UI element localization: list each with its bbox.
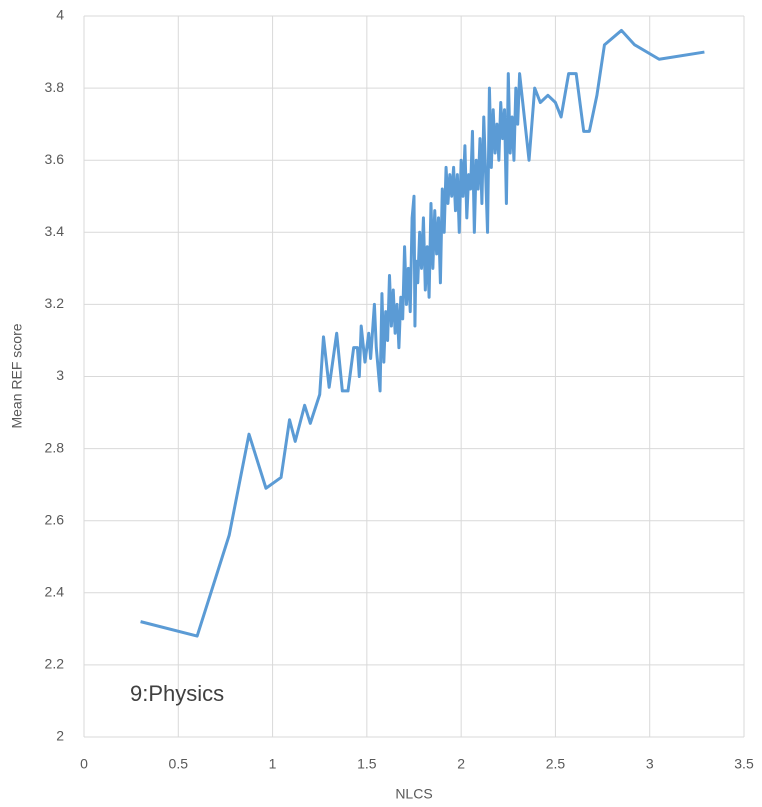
y-tick-label: 3.2	[45, 295, 65, 311]
plot-area	[140, 28, 705, 638]
y-tick-label: 3	[56, 367, 64, 383]
y-axis-title: Mean REF score	[9, 323, 25, 428]
y-tick-label: 2.2	[45, 656, 65, 672]
y-tick-label: 2.6	[45, 511, 65, 527]
y-tick-label: 3.8	[45, 79, 65, 95]
x-tick-label: 2	[457, 756, 465, 772]
y-tick-label: 3.4	[45, 223, 65, 239]
y-tick-label: 4	[56, 7, 64, 23]
annotation: 9:Physics	[130, 681, 224, 706]
x-tick-label: 2.5	[546, 756, 566, 772]
x-tick-label: 1	[269, 756, 277, 772]
grid	[83, 15, 745, 738]
data-line	[140, 28, 705, 638]
x-tick-label: 0	[80, 756, 88, 772]
x-axis-title: NLCS	[395, 786, 432, 802]
x-tick-label: 0.5	[169, 756, 189, 772]
y-tick-label: 2	[56, 728, 64, 744]
x-tick-label: 3.5	[734, 756, 754, 772]
y-tick-label: 2.8	[45, 439, 65, 455]
x-tick-label: 1.5	[357, 756, 377, 772]
x-tick-label: 3	[646, 756, 654, 772]
y-tick-label: 2.4	[45, 584, 65, 600]
y-tick-label: 3.6	[45, 151, 65, 167]
